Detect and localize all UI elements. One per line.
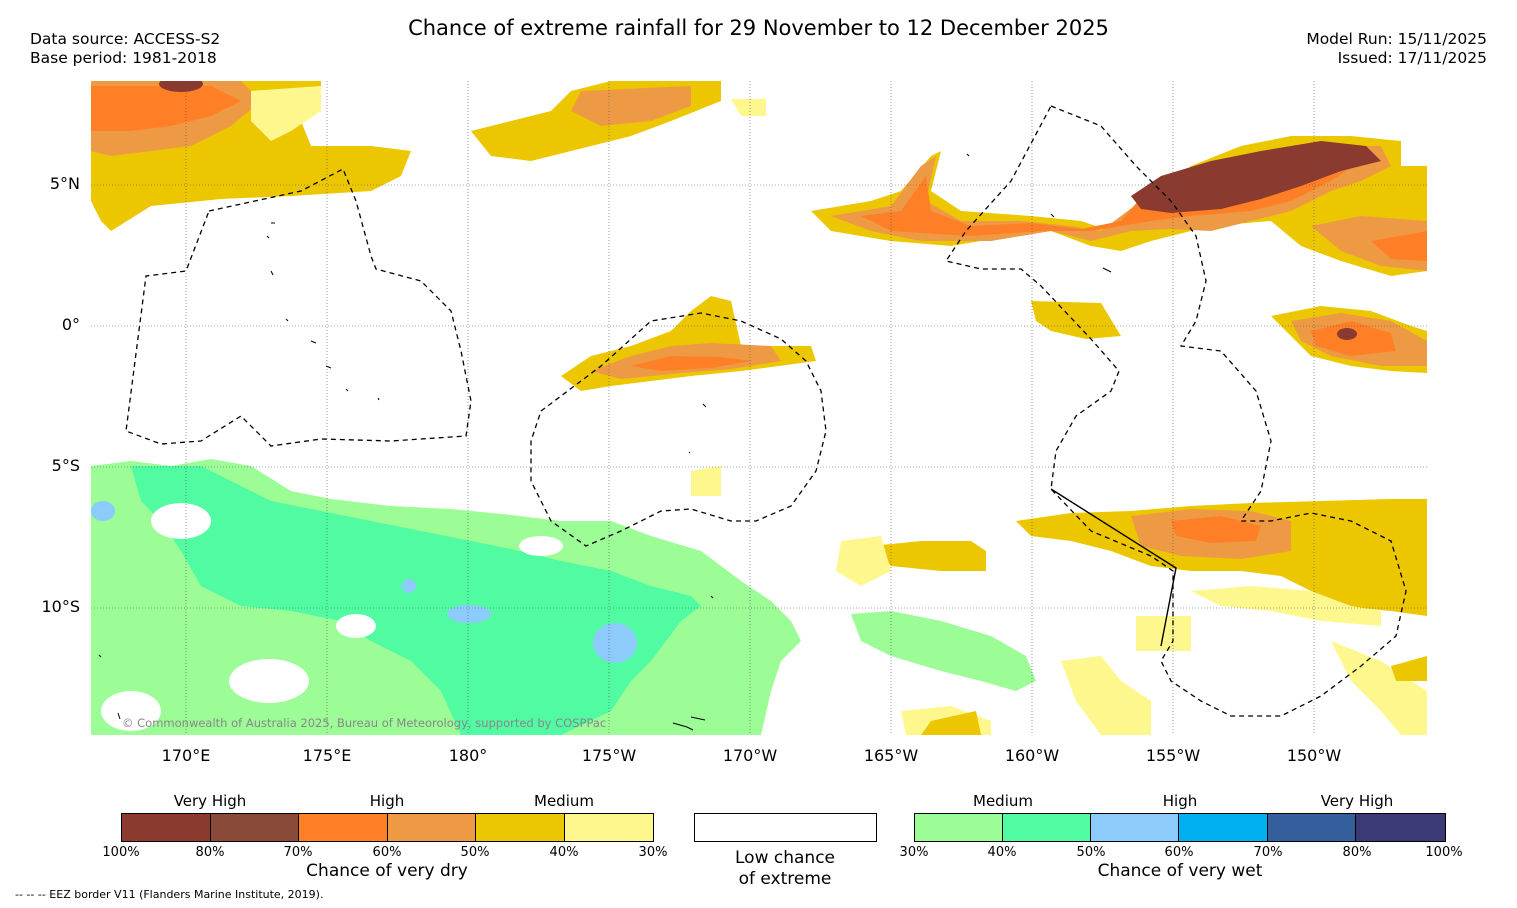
dry-light-region: [1331, 641, 1427, 735]
dry-medium-region: [871, 541, 986, 571]
dry-medium-region: [921, 711, 981, 735]
island-outlines: [98, 153, 1112, 731]
dry-swatch: [565, 814, 653, 841]
wet-high-spot: [593, 623, 637, 663]
graticule: [91, 81, 1427, 735]
data-source-block: Data source: ACCESS-S2 Base period: 1981…: [30, 30, 220, 68]
map-canvas: [91, 81, 1427, 735]
lon-label: 180°: [448, 746, 488, 765]
dry-tick: 50%: [460, 845, 490, 860]
dry-tick: 40%: [549, 845, 579, 860]
low-chance-label: Low chance of extreme: [685, 848, 885, 890]
data-source: Data source: ACCESS-S2: [30, 30, 221, 48]
model-info-block: Model Run: 15/11/2025 Issued: 17/11/2025: [1306, 30, 1487, 68]
wet-category-label: Medium: [973, 792, 1033, 810]
dry-high-core: [631, 356, 751, 371]
eez-border-solid: [1050, 488, 1177, 647]
dry-medium-region: [1391, 656, 1427, 681]
dry-swatch: [476, 814, 565, 841]
base-period: Base period: 1981-2018: [30, 49, 217, 67]
lon-label: 170°W: [722, 746, 778, 765]
lon-label: 170°E: [161, 746, 211, 765]
wet-swatch: [915, 814, 1003, 841]
dry-colorbar: [121, 813, 654, 842]
dry-very-high-region: [1131, 141, 1381, 213]
wet-high-spot: [447, 605, 491, 623]
wet-medium-high-region: [131, 466, 701, 735]
wet-swatch: [1091, 814, 1180, 841]
dry-medium-region: [1031, 301, 1121, 339]
dry-high-core-east: [1371, 231, 1427, 261]
low-chance-line2: of extreme: [738, 869, 832, 889]
rainfall-map: [91, 81, 1427, 735]
dry-light-region: [836, 536, 891, 586]
model-run: Model Run: 15/11/2025: [1306, 30, 1487, 48]
wet-high-spot: [402, 579, 416, 593]
dry-medium-region: [561, 296, 816, 391]
issued-date: Issued: 17/11/2025: [1337, 49, 1487, 67]
dry-swatch: [122, 814, 211, 841]
eez-footnote: -- -- -- EEZ border V11 (Flanders Marine…: [15, 888, 324, 901]
wet-swatch: [1002, 814, 1092, 841]
wet-tick: 30%: [899, 845, 929, 860]
dry-light-region: [731, 99, 766, 116]
eez-line-islands: [944, 105, 1407, 717]
wet-tick: 100%: [1425, 845, 1463, 860]
lon-label: 155°W: [1145, 746, 1201, 765]
wet-swatch: [1356, 814, 1446, 841]
dry-tick: 100%: [102, 845, 140, 860]
wet-colorbar: [914, 813, 1446, 842]
dry-swatch: [211, 814, 299, 841]
dry-legend-title: Chance of very dry: [306, 861, 468, 881]
dry-tick: 30%: [638, 845, 668, 860]
lon-label: 175°E: [302, 746, 352, 765]
lat-label: 5°S: [51, 456, 80, 475]
dry-tick: 60%: [372, 845, 402, 860]
dry-category-label: Medium: [534, 792, 594, 810]
dry-light-region: [251, 86, 321, 141]
wet-medium-region-east: [851, 611, 1036, 691]
wet-category-label: Very High: [1320, 792, 1394, 810]
wet-category-label: High: [1162, 792, 1198, 810]
lat-label: 0°: [61, 315, 80, 334]
wet-tick: 60%: [1164, 845, 1194, 860]
copyright-notice: © Commonwealth of Australia 2025, Bureau…: [122, 716, 607, 730]
dry-swatch: [299, 814, 388, 841]
eez-borders: [125, 105, 1407, 717]
dry-light-region: [1191, 586, 1381, 626]
dry-category-label: Very High: [173, 792, 247, 810]
wet-tick: 70%: [1253, 845, 1283, 860]
low-chance-line1: Low chance: [735, 848, 835, 868]
lon-label: 165°W: [863, 746, 919, 765]
lon-label: 175°W: [581, 746, 637, 765]
dry-light-region: [691, 466, 721, 496]
dry-light-region: [1061, 656, 1151, 735]
eez-phoenix: [530, 312, 827, 547]
dry-tick: 70%: [283, 845, 313, 860]
dry-tick: 80%: [195, 845, 225, 860]
dry-high-core: [1171, 516, 1261, 543]
lon-label: 160°W: [1004, 746, 1060, 765]
wet-high-spot: [91, 501, 115, 521]
eez-kiribati-gilbert: [125, 168, 472, 447]
wet-swatch: [1179, 814, 1268, 841]
lon-label: 150°W: [1286, 746, 1342, 765]
wet-tick: 40%: [987, 845, 1017, 860]
wet-tick: 80%: [1342, 845, 1372, 860]
dry-high-region: [571, 86, 691, 126]
wet-legend-title: Chance of very wet: [1097, 861, 1263, 881]
dry-high-core: [91, 86, 241, 131]
wet-tick: 50%: [1076, 845, 1106, 860]
dry-very-high-spot: [1337, 328, 1357, 340]
lat-label: 5°N: [49, 174, 80, 193]
wet-swatch: [1267, 814, 1357, 841]
map-title: Chance of extreme rainfall for 29 Novemb…: [408, 16, 1109, 40]
low-chance-swatch: [694, 813, 877, 842]
lat-label: 10°S: [41, 597, 80, 616]
dry-very-high-spot: [159, 81, 203, 92]
dry-swatch: [388, 814, 476, 841]
dry-category-label: High: [369, 792, 405, 810]
